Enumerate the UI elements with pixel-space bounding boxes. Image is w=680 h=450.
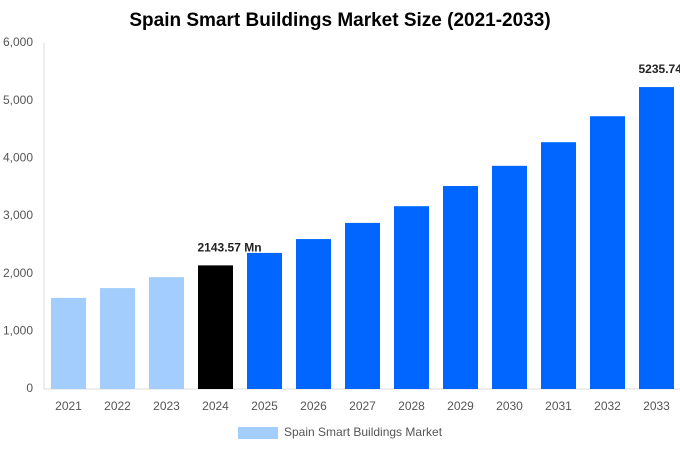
x-tick-label: 2029 — [447, 399, 474, 413]
value-label: 2143.57 Mn — [198, 241, 262, 255]
bar — [198, 265, 233, 389]
x-tick-label: 2025 — [251, 399, 278, 413]
y-tick-label: 6,000 — [3, 35, 33, 49]
x-tick-label: 2024 — [202, 399, 229, 413]
x-tick-label: 2026 — [300, 399, 327, 413]
y-tick-label: 0 — [26, 381, 33, 395]
bar — [247, 252, 282, 389]
y-tick-label: 4,000 — [3, 151, 33, 165]
bar — [492, 165, 527, 389]
x-tick-label: 2022 — [104, 399, 131, 413]
bar — [296, 239, 331, 389]
bar — [394, 206, 429, 389]
bar — [100, 288, 135, 389]
bar — [639, 87, 674, 389]
y-tick-label: 1,000 — [3, 324, 33, 338]
chart-title: Spain Smart Buildings Market Size (2021-… — [129, 10, 550, 31]
x-tick-label: 2033 — [643, 399, 670, 413]
legend-swatch — [238, 427, 278, 439]
bar — [345, 222, 380, 389]
bar — [541, 142, 576, 389]
y-tick-label: 3,000 — [3, 208, 33, 222]
legend-label: Spain Smart Buildings Market — [284, 425, 443, 439]
bar — [51, 297, 86, 389]
value-label: 5235.74 Mn — [639, 62, 680, 76]
x-tick-label: 2023 — [153, 399, 180, 413]
x-tick-label: 2031 — [545, 399, 572, 413]
x-tick-label: 2030 — [496, 399, 523, 413]
bar — [443, 186, 478, 389]
y-tick-label: 5,000 — [3, 93, 33, 107]
x-tick-label: 2028 — [398, 399, 425, 413]
x-tick-label: 2032 — [594, 399, 621, 413]
y-tick-label: 2,000 — [3, 266, 33, 280]
x-tick-label: 2027 — [349, 399, 376, 413]
bar — [149, 277, 184, 389]
bar — [590, 116, 625, 389]
x-tick-label: 2021 — [55, 399, 82, 413]
